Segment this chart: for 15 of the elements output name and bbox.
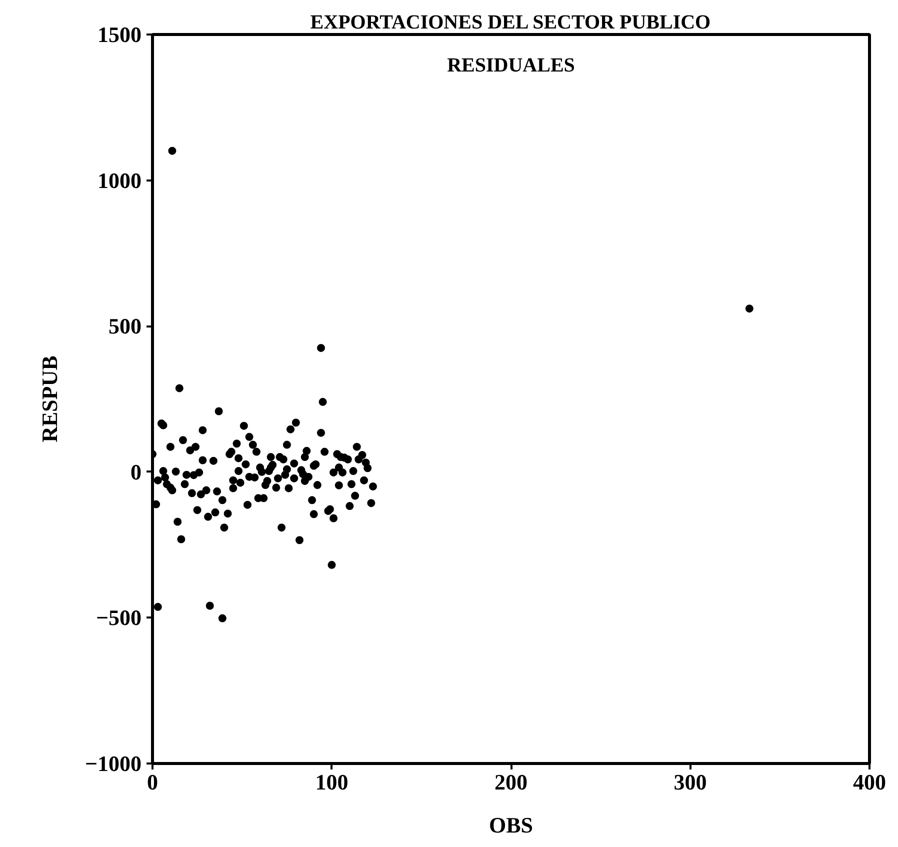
text: RESIDUALES: [447, 54, 575, 76]
x-tick-label: 0: [147, 770, 158, 794]
y-tick-label: −500: [96, 605, 142, 630]
chart-title: EXPORTACIONES DEL SECTOR PUBLICO: [310, 12, 711, 34]
y-tick-label: 0: [130, 459, 142, 484]
x-tick-label: 400: [853, 770, 886, 794]
x-tick-label: 300: [674, 770, 707, 794]
y-axis-title: RESPUB: [36, 355, 62, 442]
y-tick-label: 500: [108, 314, 142, 339]
x-tick-label: 100: [315, 770, 348, 794]
y-tick-label: −1000: [84, 751, 142, 776]
y-tick-label: 1500: [98, 22, 142, 47]
x-axis-title: OBS: [488, 812, 534, 838]
y-tick-label: 1000: [98, 168, 142, 193]
x-tick-label: 200: [494, 770, 528, 794]
